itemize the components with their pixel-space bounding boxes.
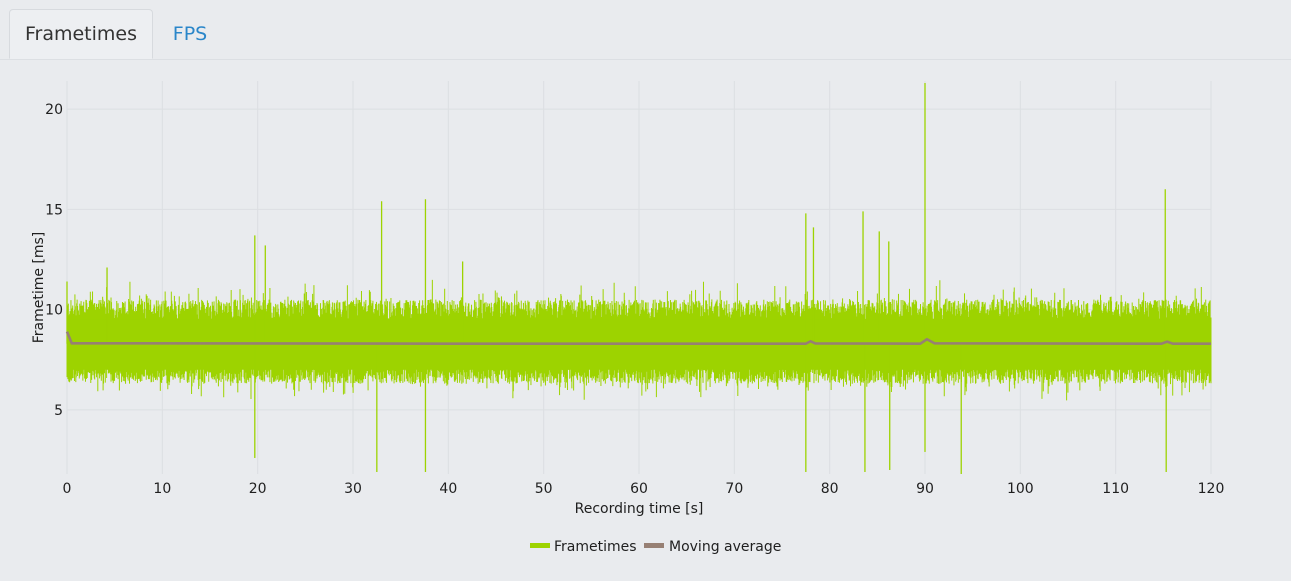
- tab-divider: [0, 59, 1291, 60]
- x-tick-label-40: 40: [439, 481, 457, 497]
- x-tick-label-100: 100: [1007, 481, 1034, 497]
- x-tick-label-30: 30: [344, 481, 362, 497]
- legend-moving-average-swatch[interactable]: [644, 543, 664, 548]
- x-tick-label-70: 70: [725, 481, 743, 497]
- legend-moving-average-label[interactable]: Moving average: [669, 539, 781, 555]
- tab-bar: Frametimes FPS: [0, 0, 1291, 60]
- x-tick-label-50: 50: [535, 481, 553, 497]
- chart-legend[interactable]: Frametimes Moving average: [530, 539, 781, 555]
- legend-frametimes-swatch[interactable]: [530, 543, 550, 548]
- x-tick-label-20: 20: [249, 481, 267, 497]
- chart-grid: [66, 81, 1212, 474]
- moving-average-line: [65, 331, 1211, 345]
- x-tick-label-80: 80: [821, 481, 839, 497]
- frametime-chart: 0 10 20 30 40 50 60 70 80 90 100 110 120 5 10 15 20 Recor…: [31, 81, 1224, 555]
- y-tick-label-20: 20: [45, 102, 63, 118]
- tab-fps[interactable]: FPS: [172, 23, 208, 45]
- y-tick-label-10: 10: [45, 303, 63, 319]
- y-tick-label-5: 5: [54, 403, 63, 419]
- x-tick-label-0: 0: [63, 481, 72, 497]
- y-axis-title: Frametime [ms]: [31, 232, 47, 344]
- x-tick-label-120: 120: [1198, 481, 1225, 497]
- x-tick-label-60: 60: [630, 481, 648, 497]
- chart-axes: 0 10 20 30 40 50 60 70 80 90 100 110 120 5 10 15 20 Recor…: [31, 102, 1224, 517]
- plot-area: [65, 83, 1212, 474]
- tab-frametimes[interactable]: Frametimes: [9, 9, 153, 59]
- legend-frametimes-label[interactable]: Frametimes: [554, 539, 637, 555]
- x-tick-label-110: 110: [1102, 481, 1129, 497]
- x-axis-title: Recording time [s]: [575, 501, 704, 517]
- x-tick-label-10: 10: [153, 481, 171, 497]
- y-tick-label-15: 15: [45, 202, 63, 218]
- x-tick-label-90: 90: [916, 481, 934, 497]
